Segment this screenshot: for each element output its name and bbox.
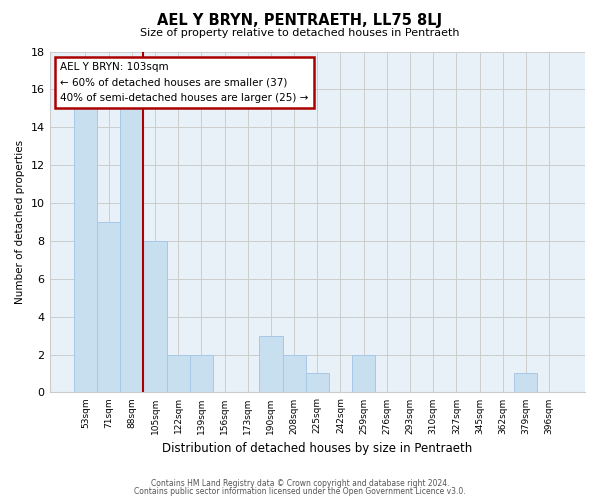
Bar [305, 374, 329, 392]
Bar [74, 108, 97, 393]
Text: AEL Y BRYN, PENTRAETH, LL75 8LJ: AEL Y BRYN, PENTRAETH, LL75 8LJ [157, 12, 443, 28]
Bar [190, 354, 213, 393]
Text: Size of property relative to detached houses in Pentraeth: Size of property relative to detached ho… [140, 28, 460, 38]
Bar [514, 374, 538, 392]
Y-axis label: Number of detached properties: Number of detached properties [15, 140, 25, 304]
Bar [97, 222, 120, 392]
Bar [283, 354, 305, 393]
Bar [120, 108, 143, 393]
Text: AEL Y BRYN: 103sqm
← 60% of detached houses are smaller (37)
40% of semi-detache: AEL Y BRYN: 103sqm ← 60% of detached hou… [60, 62, 308, 103]
Text: Contains HM Land Registry data © Crown copyright and database right 2024.: Contains HM Land Registry data © Crown c… [151, 478, 449, 488]
Bar [259, 336, 283, 392]
Text: Contains public sector information licensed under the Open Government Licence v3: Contains public sector information licen… [134, 487, 466, 496]
Bar [352, 354, 375, 393]
Bar [143, 241, 167, 392]
Bar [167, 354, 190, 393]
X-axis label: Distribution of detached houses by size in Pentraeth: Distribution of detached houses by size … [162, 442, 472, 455]
